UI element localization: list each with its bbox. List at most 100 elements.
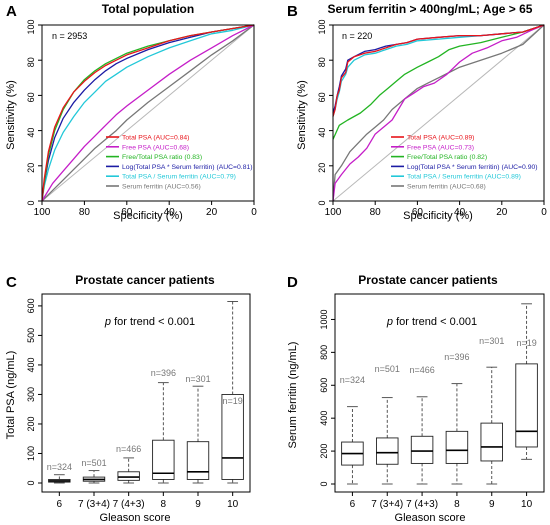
panel-a-plot-frame (41, 24, 255, 202)
panel-a-y-tick-label: 20 (26, 163, 36, 173)
panel-c-n-label: n=466 (116, 444, 141, 454)
panel-a-x-tick-label: 80 (79, 207, 91, 218)
panel-a-y-axis-title: Sensitivity (%) (5, 80, 17, 150)
panel-b-series (332, 24, 545, 202)
panel-c-y-axis-title: Total PSA (ng/mL) (5, 351, 17, 440)
panel-d-y-tick-label: 0 (319, 481, 329, 486)
panel-letter-d: D (287, 274, 298, 291)
panel-c-box (221, 394, 244, 480)
panel-d-boxplot: D Prostate cancer patients p for trend <… (287, 273, 545, 524)
panel-c-n-label: n=301 (185, 374, 210, 384)
panel-c-p-annotation: p for trend < 0.001 (104, 316, 195, 328)
panel-d-x-tick-label: 7 (4+3) (406, 499, 438, 510)
panel-c-x-axis-title: Gleason score (100, 512, 171, 524)
panel-a-series-line (41, 24, 255, 202)
panel-a-x-tick-label: 100 (34, 207, 51, 218)
panel-c-boxplot: C Prostate cancer patients p for trend <… (5, 273, 251, 524)
panel-b-title: Serum ferritin > 400ng/mL; Age > 65 (328, 2, 533, 16)
panel-b-series-line (332, 24, 545, 202)
panel-b-legend-label: Free PSA (AUC=0.73) (407, 144, 474, 151)
panel-b-x-tick-label: 20 (496, 207, 508, 218)
panel-c-x-tick-label: 9 (195, 499, 201, 510)
panel-b-series-line (332, 24, 545, 117)
panel-b-x-tick-label: 40 (454, 207, 466, 218)
panel-a-y-tick-label: 40 (26, 128, 36, 138)
panel-b-legend-label: Total PSA (AUC=0.89) (407, 135, 474, 142)
panel-a-x-tick-label: 0 (251, 207, 257, 218)
panel-c-y-tick-label: 400 (26, 357, 36, 372)
panel-d-box (515, 363, 538, 448)
panel-a-series (41, 24, 255, 202)
panel-a-reference-line (41, 24, 255, 202)
panel-d-box (376, 437, 399, 465)
panel-b-legend-label: Serum ferritin (AUC=0.68) (407, 184, 486, 191)
panel-c-x-tick-label: 7 (4+3) (113, 499, 145, 510)
panel-a-x-tick-label: 20 (206, 207, 218, 218)
panel-a-series-line (41, 24, 255, 202)
panel-b-diagonal-line (332, 24, 545, 202)
panel-a-x-tick-label: 60 (121, 207, 133, 218)
panel-c-y-tick-label: 200 (26, 416, 36, 431)
panel-d-y-tick-label: 400 (319, 411, 329, 426)
panel-c-n-label: n=396 (151, 368, 176, 378)
panel-b-legend: Total PSA (AUC=0.89) Free PSA (AUC=0.73) F… (391, 135, 538, 191)
panel-a-diagonal-line (41, 24, 255, 202)
panel-d-box (445, 430, 469, 464)
panel-b-x-tick-label: 0 (541, 207, 547, 218)
panel-d-x-axis-title: Gleason score (395, 512, 466, 524)
panel-b-y-tick-label: 20 (317, 163, 327, 173)
panel-d-n-label: n=301 (479, 336, 504, 346)
panel-c-plot-frame (41, 293, 251, 493)
panel-c-x-tick-label: 8 (161, 499, 167, 510)
panel-b-x-tick-label: 100 (325, 207, 342, 218)
panel-b-y-tick-label: 0 (317, 200, 327, 205)
panel-c-y-ticks: 0 100 200 300 400 500 600 (26, 298, 42, 486)
panel-b-x-tick-label: 80 (370, 207, 382, 218)
panel-b-y-tick-label: 80 (317, 57, 327, 67)
panel-d-x-tick-label: 8 (454, 499, 460, 510)
panel-c-y-tick-label: 0 (26, 480, 36, 485)
panel-b-y-ticks: 0 20 40 60 80 100 (317, 19, 333, 206)
panel-a-series-line (41, 24, 255, 202)
panel-c-box (152, 439, 175, 480)
panel-b-series-line (332, 24, 545, 140)
panel-d-n-label: n=19 (516, 338, 536, 348)
panel-d-boxes: n=324 n=501 n=466 n=396 n=301 n=19 (340, 303, 538, 485)
panel-c-x-ticks: 6 7 (3+4) 7 (4+3) 8 9 10 (57, 492, 239, 510)
panel-a-legend-label: Free/Total PSA ratio (0.83) (122, 154, 202, 161)
panel-a-legend-label: Log(Total PSA * Serum ferritin) (AUC=0.8… (122, 164, 253, 171)
panel-a-y-tick-label: 60 (26, 92, 36, 102)
panel-a-y-tick-label: 80 (26, 57, 36, 67)
panel-c-n-label: n=501 (81, 458, 106, 468)
panel-a-legend-label: Serum ferritin (AUC=0.56) (122, 184, 201, 191)
panel-c-x-tick-label: 7 (3+4) (78, 499, 110, 510)
panel-a-x-axis-title: Specificity (%) (113, 210, 183, 222)
panel-c-x-tick-label: 6 (57, 499, 63, 510)
panel-a-legend-label: Total PSA (AUC=0.84) (122, 135, 189, 142)
panel-c-boxes: n=324 n=501 n=466 n=396 n=301 n=19 (47, 301, 244, 484)
panel-d-y-tick-label: 800 (319, 345, 329, 360)
panel-d-y-tick-label: 1000 (319, 309, 329, 329)
panel-d-x-ticks: 6 7 (3+4) 7 (4+3) 8 9 10 (350, 492, 533, 510)
panel-b-legend-label: Log(Total PSA * Serum ferritin) (AUC=0.9… (407, 164, 538, 171)
panel-a-series-line (41, 24, 255, 202)
panel-d-n-label: n=466 (409, 365, 434, 375)
panel-b-x-axis-title: Specificity (%) (403, 210, 473, 222)
panel-a-legend: Total PSA (AUC=0.84) Free PSA (AUC=0.68) F… (106, 135, 253, 191)
panel-d-n-label: n=396 (444, 352, 469, 362)
panel-b-y-axis-title: Sensitivity (%) (296, 80, 308, 150)
panel-b-x-ticks: 100 80 60 40 20 0 (325, 201, 547, 218)
panel-d-title: Prostate cancer patients (358, 273, 498, 287)
panel-d-n-label: n=324 (340, 375, 365, 385)
panel-b-legend-label: Free/Total PSA ratio (0.82) (407, 154, 487, 161)
panel-a-legend-label: Free PSA (AUC=0.68) (122, 144, 189, 151)
panel-letter-c: C (6, 274, 17, 291)
panel-c-y-tick-label: 300 (26, 387, 36, 402)
panel-a-x-ticks: 100 80 60 40 20 0 (34, 201, 257, 218)
panel-d-y-tick-label: 200 (319, 444, 329, 459)
panel-a-x-tick-label: 40 (164, 207, 176, 218)
panel-c-y-tick-label: 100 (26, 446, 36, 461)
panel-b-legend-label: Total PSA / Serum ferritin (AUC=0.89) (407, 174, 521, 181)
panel-a-series-line (41, 24, 255, 202)
